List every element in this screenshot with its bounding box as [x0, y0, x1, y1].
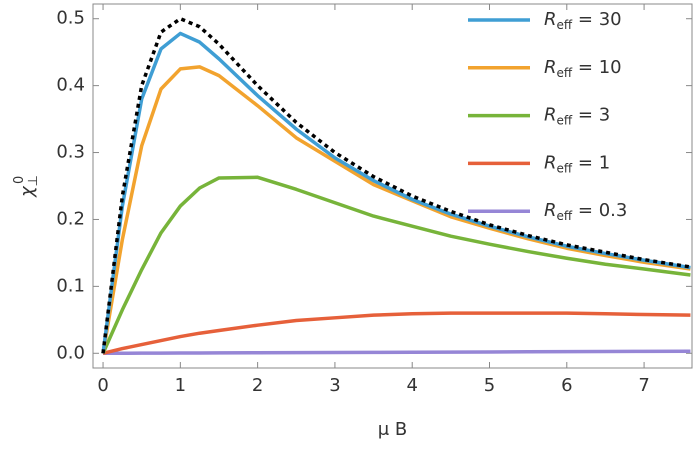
limit-curve — [101, 16, 691, 354]
legend-label: Reff = 1 — [544, 152, 610, 175]
series-line — [101, 175, 691, 354]
x-tick-label: 6 — [561, 375, 572, 396]
y-tick-label: 0.5 — [56, 8, 85, 29]
series-line — [102, 311, 691, 355]
x-tick-label: 0 — [97, 375, 108, 396]
x-tick-label: 4 — [406, 375, 417, 396]
legend-label: Reff = 10 — [544, 57, 622, 80]
y-tick-label: 0.2 — [56, 208, 85, 229]
x-tick-label: 5 — [484, 375, 495, 396]
series-line — [103, 349, 691, 356]
x-tick-label: 7 — [638, 375, 649, 396]
x-tick-label: 1 — [175, 375, 186, 396]
plot-frame — [92, 3, 693, 369]
legend-label: Reff = 30 — [544, 9, 622, 32]
x-axis-label: μ B — [378, 419, 408, 440]
x-tick-label: 3 — [329, 375, 340, 396]
x-tick-label: 2 — [252, 375, 263, 396]
y-tick-label: 0.3 — [56, 142, 85, 163]
y-tick-label: 0.1 — [56, 275, 85, 296]
y-axis-label: χ⊥0 — [12, 175, 41, 198]
series-line — [101, 65, 691, 354]
y-tick-label: 0.4 — [56, 75, 85, 96]
series-line — [101, 31, 691, 354]
legend-label: Reff = 0.3 — [544, 200, 627, 223]
legend-label: Reff = 3 — [544, 105, 610, 128]
y-tick-label: 0.0 — [56, 342, 85, 363]
